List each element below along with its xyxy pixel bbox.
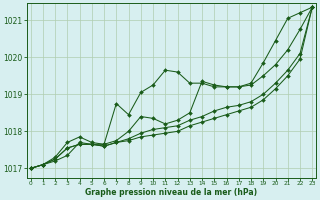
X-axis label: Graphe pression niveau de la mer (hPa): Graphe pression niveau de la mer (hPa) (85, 188, 258, 197)
